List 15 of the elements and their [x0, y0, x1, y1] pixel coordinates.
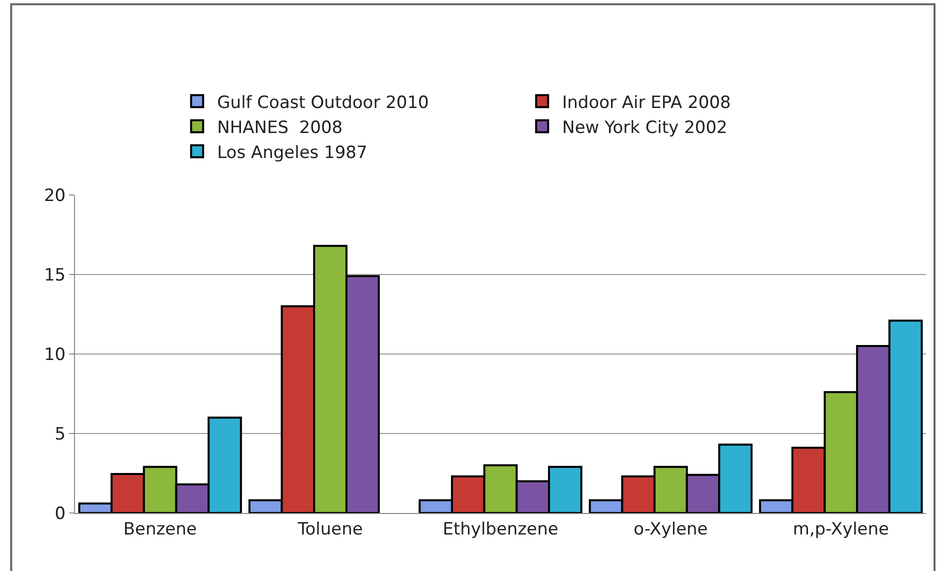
x-tick-label: o-Xylene: [634, 519, 708, 540]
y-tick-label: 15: [44, 265, 66, 286]
legend-label: New York City 2002: [562, 118, 728, 138]
legend-label: Los Angeles 1987: [217, 142, 368, 163]
y-tick-label: 20: [44, 186, 66, 206]
legend-label: Gulf Coast Outdoor 2010: [217, 92, 429, 113]
x-tick-label: m,p-Xylene: [792, 519, 889, 540]
y-tick-label: 10: [44, 344, 66, 365]
legend-label: NHANES 2008: [217, 118, 343, 138]
y-tick-label: 0: [54, 504, 66, 524]
y-tick-label: 5: [54, 424, 66, 444]
x-tick-label: Benzene: [123, 519, 197, 540]
x-tick-label: Ethylbenzene: [442, 519, 558, 540]
x-tick-label: Toluene: [296, 519, 363, 540]
legend-label: Indoor Air EPA 2008: [562, 92, 731, 113]
